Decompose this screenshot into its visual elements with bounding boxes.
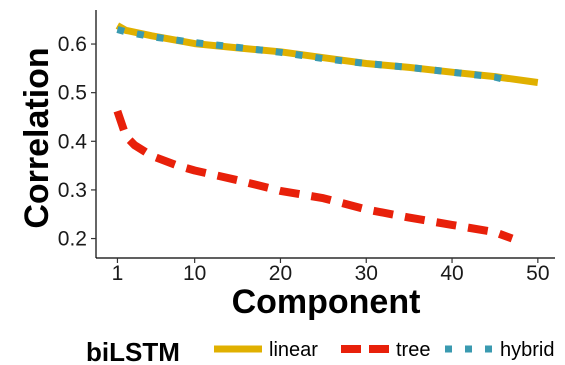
series-line-tree <box>113 109 514 243</box>
y-tick-label: 0.6 <box>58 33 87 56</box>
y-tick-label: 0.3 <box>58 179 87 202</box>
y-tick-label: 0.5 <box>58 82 87 105</box>
y-tick-label: 0.2 <box>58 228 87 251</box>
series-line-hybrid <box>116 26 513 85</box>
x-tick-label: 1 <box>112 262 124 285</box>
x-axis-title: Component <box>232 283 421 321</box>
legend-label-tree: tree <box>396 339 430 361</box>
x-tick-label: 50 <box>526 262 549 285</box>
x-tick-label: 10 <box>183 262 206 285</box>
legend-label-linear: linear <box>269 339 318 361</box>
legend-title: biLSTM <box>86 337 180 365</box>
axes: 0.2 0.3 0.4 0.5 0.6 1 10 20 30 40 50 <box>58 10 555 285</box>
x-tick-label: 20 <box>269 262 292 285</box>
plot-area <box>113 22 539 243</box>
legend: biLSTM linear tree hybrid <box>86 337 554 365</box>
y-tick-label: 0.4 <box>58 130 88 153</box>
x-tick-label: 40 <box>440 262 463 285</box>
x-tick-label: 30 <box>355 262 378 285</box>
y-axis-title: Correlation <box>18 47 56 228</box>
legend-label-hybrid: hybrid <box>500 339 554 361</box>
